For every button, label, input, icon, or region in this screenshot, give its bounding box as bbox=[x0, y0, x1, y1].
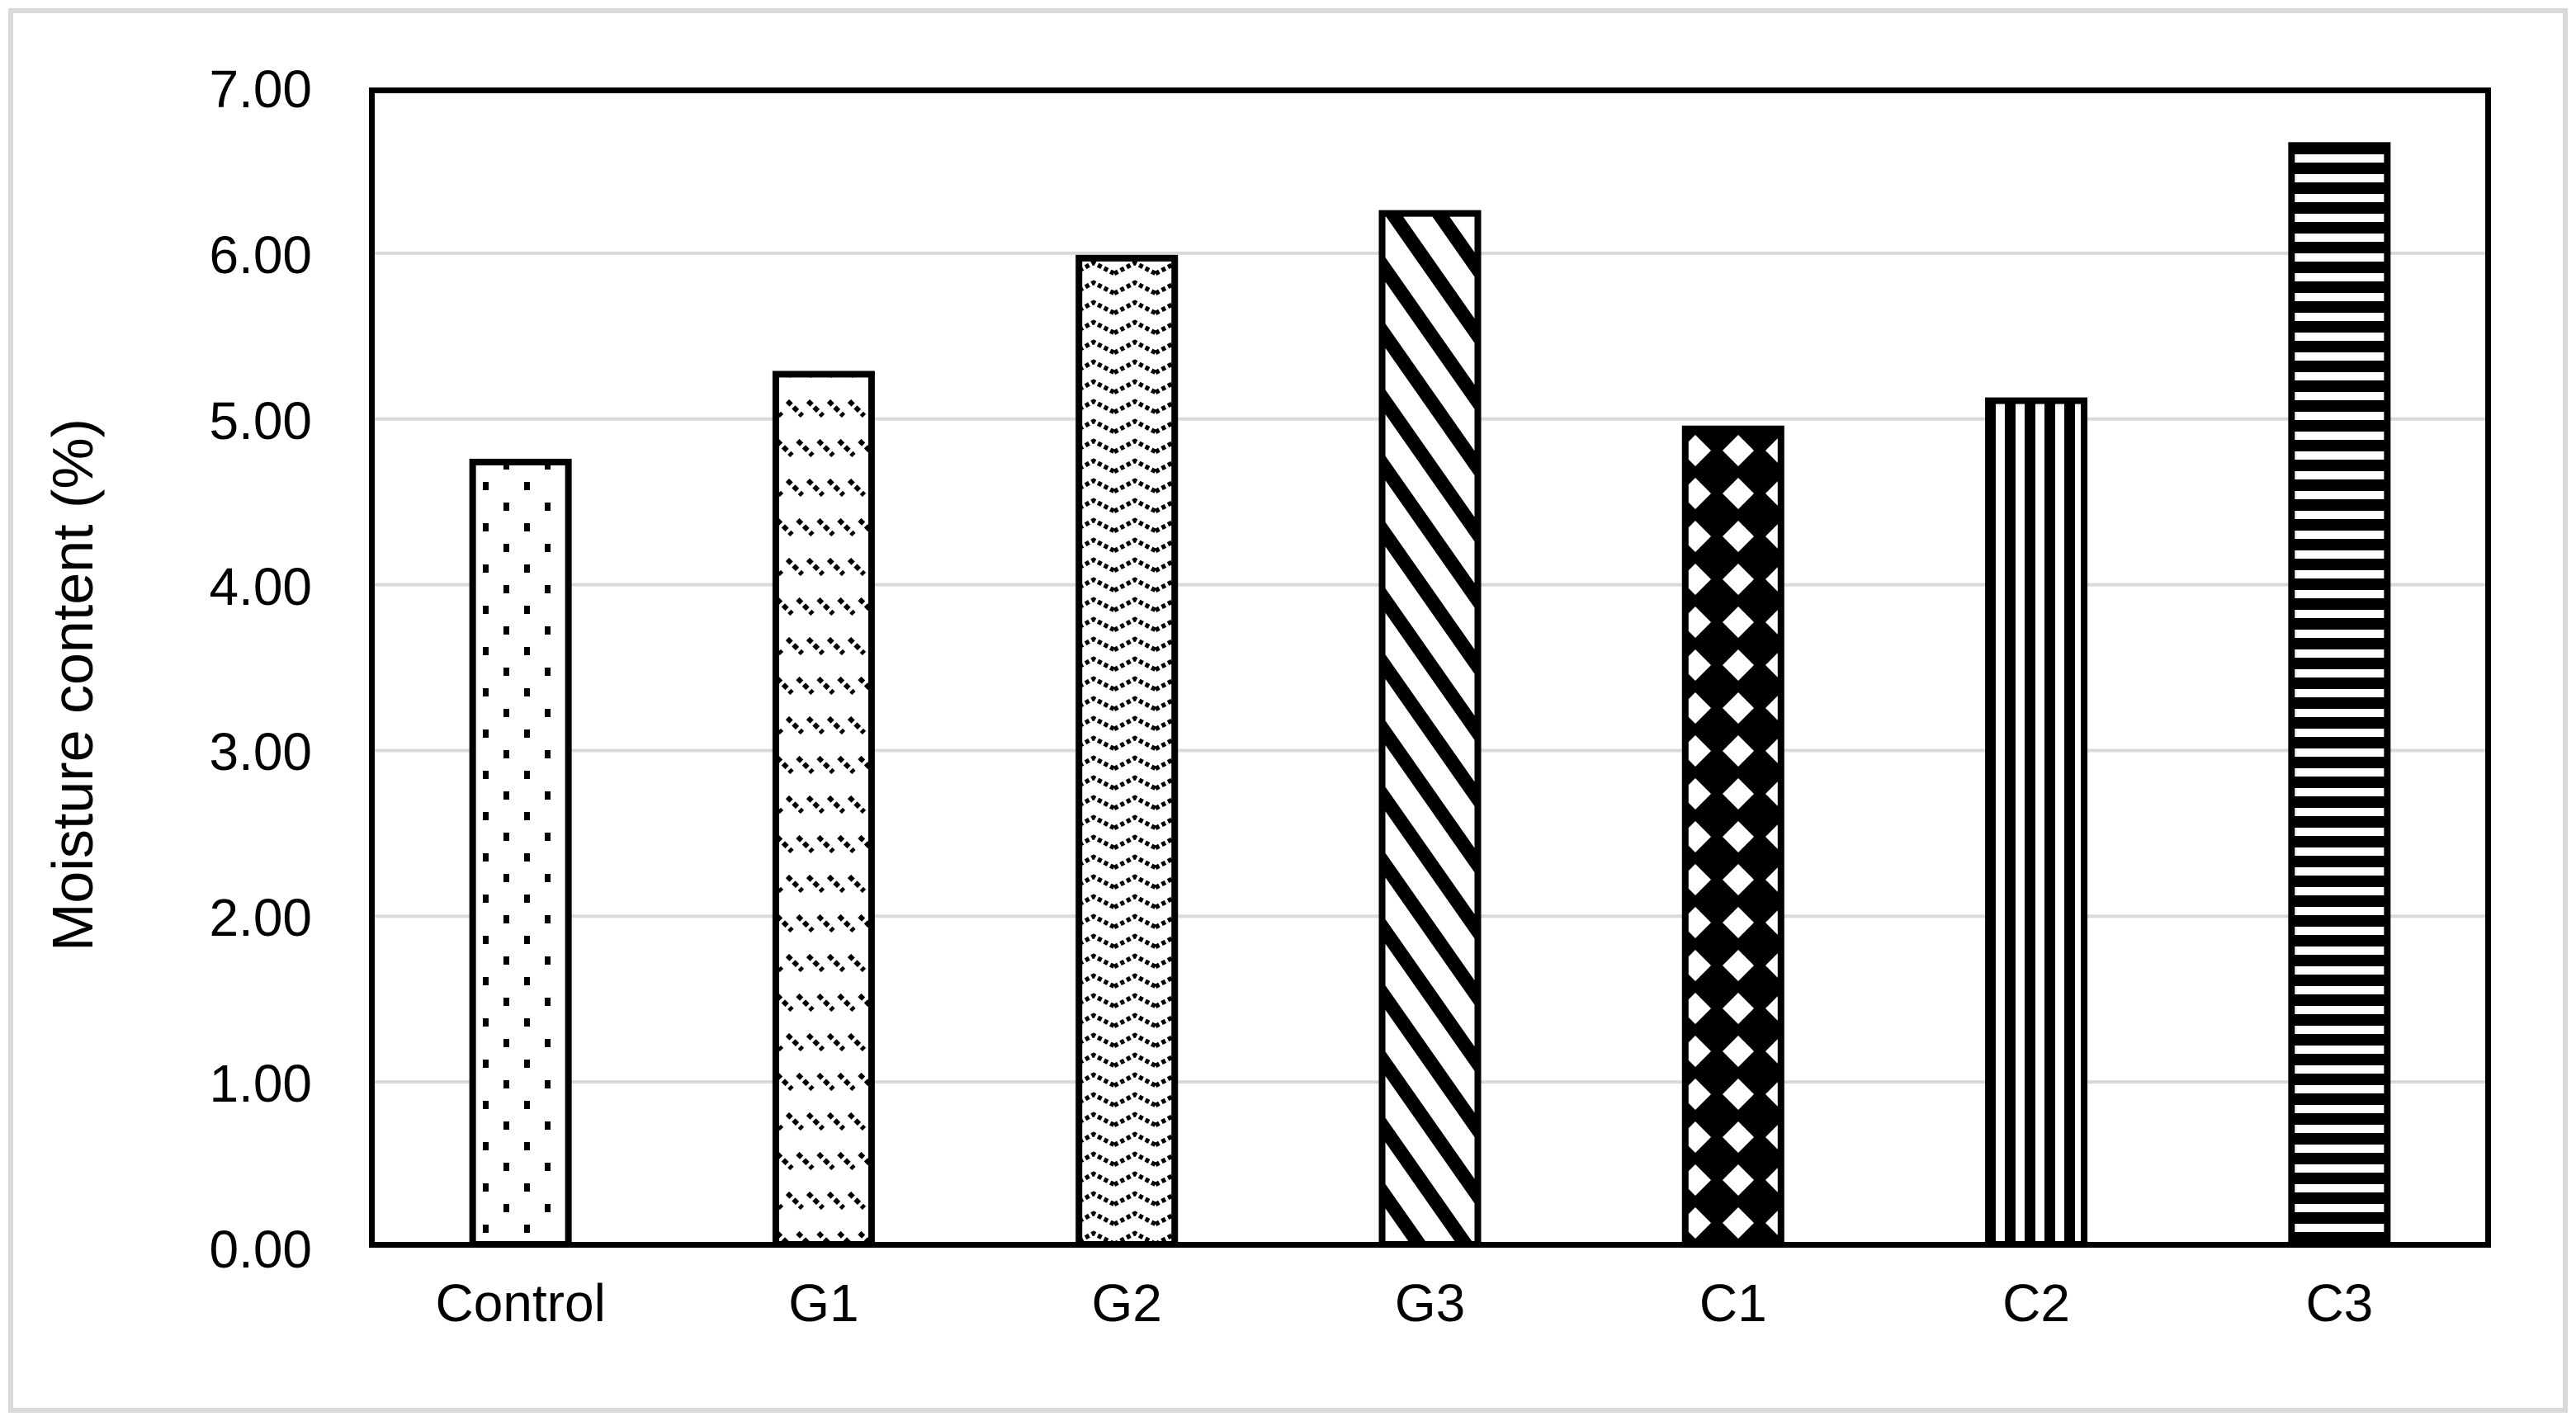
x-category-label: C2 bbox=[2002, 1273, 2070, 1333]
y-tick-label: 2.00 bbox=[209, 888, 312, 948]
plot-area-border bbox=[369, 87, 2491, 1248]
bar-g2 bbox=[1075, 254, 1179, 1248]
y-tick-label: 1.00 bbox=[209, 1054, 312, 1114]
x-category-label: G1 bbox=[788, 1273, 859, 1333]
y-tick-label: 0.00 bbox=[209, 1220, 312, 1279]
bar-c2 bbox=[1985, 397, 2088, 1248]
x-category-label: C3 bbox=[2305, 1273, 2374, 1333]
x-category-label: G2 bbox=[1091, 1273, 1162, 1333]
y-tick-label: 5.00 bbox=[209, 390, 312, 451]
x-category-label: G3 bbox=[1394, 1273, 1466, 1333]
bar-c1 bbox=[1681, 425, 1784, 1248]
figure-border bbox=[8, 8, 2568, 1413]
y-tick-label: 6.00 bbox=[209, 224, 312, 285]
y-tick-label: 4.00 bbox=[209, 556, 312, 616]
x-category-label: C1 bbox=[1699, 1273, 1767, 1333]
bar-g3 bbox=[1378, 210, 1482, 1248]
y-tick-label: 7.00 bbox=[209, 59, 312, 119]
bar-control bbox=[469, 458, 572, 1248]
x-category-label: Control bbox=[435, 1273, 606, 1333]
bars bbox=[469, 142, 2391, 1249]
y-tick-label: 3.00 bbox=[209, 722, 312, 782]
bar-c3 bbox=[2288, 142, 2391, 1249]
bar-g1 bbox=[772, 371, 875, 1249]
